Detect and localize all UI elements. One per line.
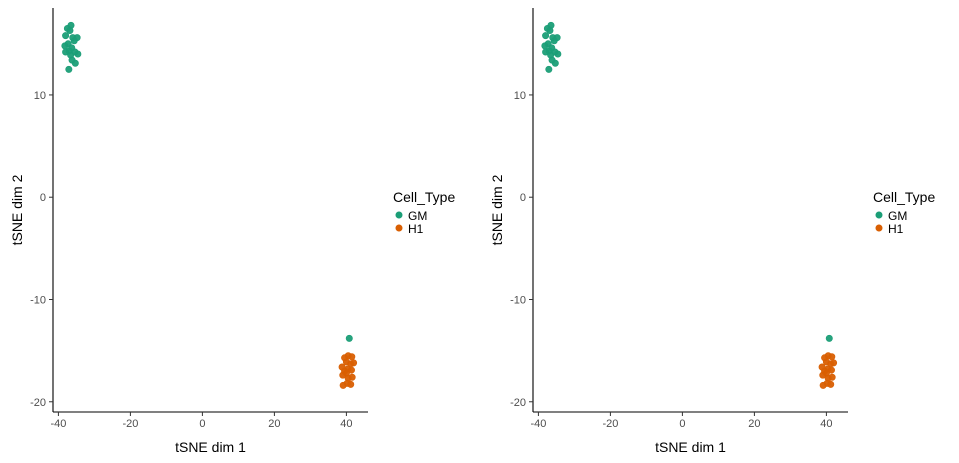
data-point-gm bbox=[62, 32, 70, 40]
data-point-gm bbox=[70, 37, 78, 45]
data-point-h1 bbox=[347, 366, 355, 374]
data-point-h1 bbox=[827, 366, 835, 374]
data-point-gm bbox=[66, 27, 74, 35]
data-point-h1 bbox=[350, 359, 358, 367]
data-point-gm bbox=[545, 65, 553, 73]
legend-label-h1: H1 bbox=[888, 222, 904, 236]
data-point-gm bbox=[825, 334, 833, 342]
y-tick-label: 10 bbox=[34, 90, 46, 102]
data-point-gm bbox=[542, 32, 550, 40]
data-point-h1 bbox=[339, 371, 347, 379]
data-point-gm bbox=[62, 48, 70, 56]
y-tick-label: 10 bbox=[514, 90, 526, 102]
x-tick-label: 40 bbox=[820, 418, 832, 430]
data-point-h1 bbox=[830, 359, 838, 367]
scatter-panel-right: -40 -20 0 20 40 -20 -10 0 10 tSNE dim 1 tSNE dim 2… bbox=[480, 0, 959, 463]
x-tick-label: -20 bbox=[602, 418, 618, 430]
x-axis-title: tSNE dim 1 bbox=[175, 439, 246, 455]
x-tick-label: 20 bbox=[268, 418, 280, 430]
x-tick-label: 20 bbox=[748, 418, 760, 430]
x-axis-title: tSNE dim 1 bbox=[655, 439, 726, 455]
data-point-gm bbox=[345, 334, 353, 342]
y-axis-title: tSNE dim 2 bbox=[489, 174, 505, 245]
data-point-h1 bbox=[339, 381, 347, 389]
legend-title: Cell_Type bbox=[873, 189, 935, 205]
x-tick-label: -40 bbox=[530, 418, 546, 430]
legend-label-gm: GM bbox=[408, 209, 427, 223]
data-point-gm bbox=[65, 65, 73, 73]
x-tick-label: -20 bbox=[122, 418, 138, 430]
legend-key-h1 bbox=[875, 224, 883, 232]
legend-label-gm: GM bbox=[888, 209, 907, 223]
legend-key-gm bbox=[875, 211, 883, 219]
y-tick-label: -20 bbox=[30, 397, 46, 409]
tsne-scatter-plot-right: -40 -20 0 20 40 -20 -10 0 10 tSNE dim 1 tSNE dim 2… bbox=[489, 8, 935, 455]
data-point-gm bbox=[542, 48, 550, 56]
scatter-panel-left: -40 -20 0 20 40 -20 -10 0 10 tSNE dim 1 tSNE dim 2… bbox=[9, 8, 455, 455]
data-point-gm bbox=[61, 42, 69, 50]
legend-key-gm bbox=[395, 211, 403, 219]
y-tick-label: -20 bbox=[510, 397, 526, 409]
data-point-gm bbox=[74, 50, 82, 58]
data-point-h1 bbox=[348, 353, 356, 361]
y-axis-title: tSNE dim 2 bbox=[9, 174, 25, 245]
x-tick-label: 0 bbox=[679, 418, 685, 430]
tsne-scatter-plot-left: -40 -20 0 20 40 -20 -10 0 10 tSNE dim 1 tSNE dim 2… bbox=[9, 8, 455, 455]
y-tick-label: 0 bbox=[520, 192, 526, 204]
data-point-h1 bbox=[819, 371, 827, 379]
data-point-h1 bbox=[347, 380, 355, 388]
data-point-h1 bbox=[828, 353, 836, 361]
y-tick-label: -10 bbox=[30, 294, 46, 306]
y-tick-label: 0 bbox=[40, 192, 46, 204]
legend-title: Cell_Type bbox=[393, 189, 455, 205]
legend-label-h1: H1 bbox=[408, 222, 424, 236]
data-point-gm bbox=[546, 27, 554, 35]
data-point-gm bbox=[551, 59, 559, 67]
y-tick-label: -10 bbox=[510, 294, 526, 306]
data-point-h1 bbox=[827, 380, 835, 388]
legend-key-h1 bbox=[395, 224, 403, 232]
data-point-gm bbox=[554, 50, 562, 58]
data-point-gm bbox=[71, 59, 79, 67]
data-point-h1 bbox=[819, 381, 827, 389]
x-tick-label: 40 bbox=[340, 418, 352, 430]
data-point-gm bbox=[541, 42, 549, 50]
x-tick-label: -40 bbox=[50, 418, 66, 430]
x-tick-label: 0 bbox=[199, 418, 205, 430]
data-point-gm bbox=[550, 37, 558, 45]
